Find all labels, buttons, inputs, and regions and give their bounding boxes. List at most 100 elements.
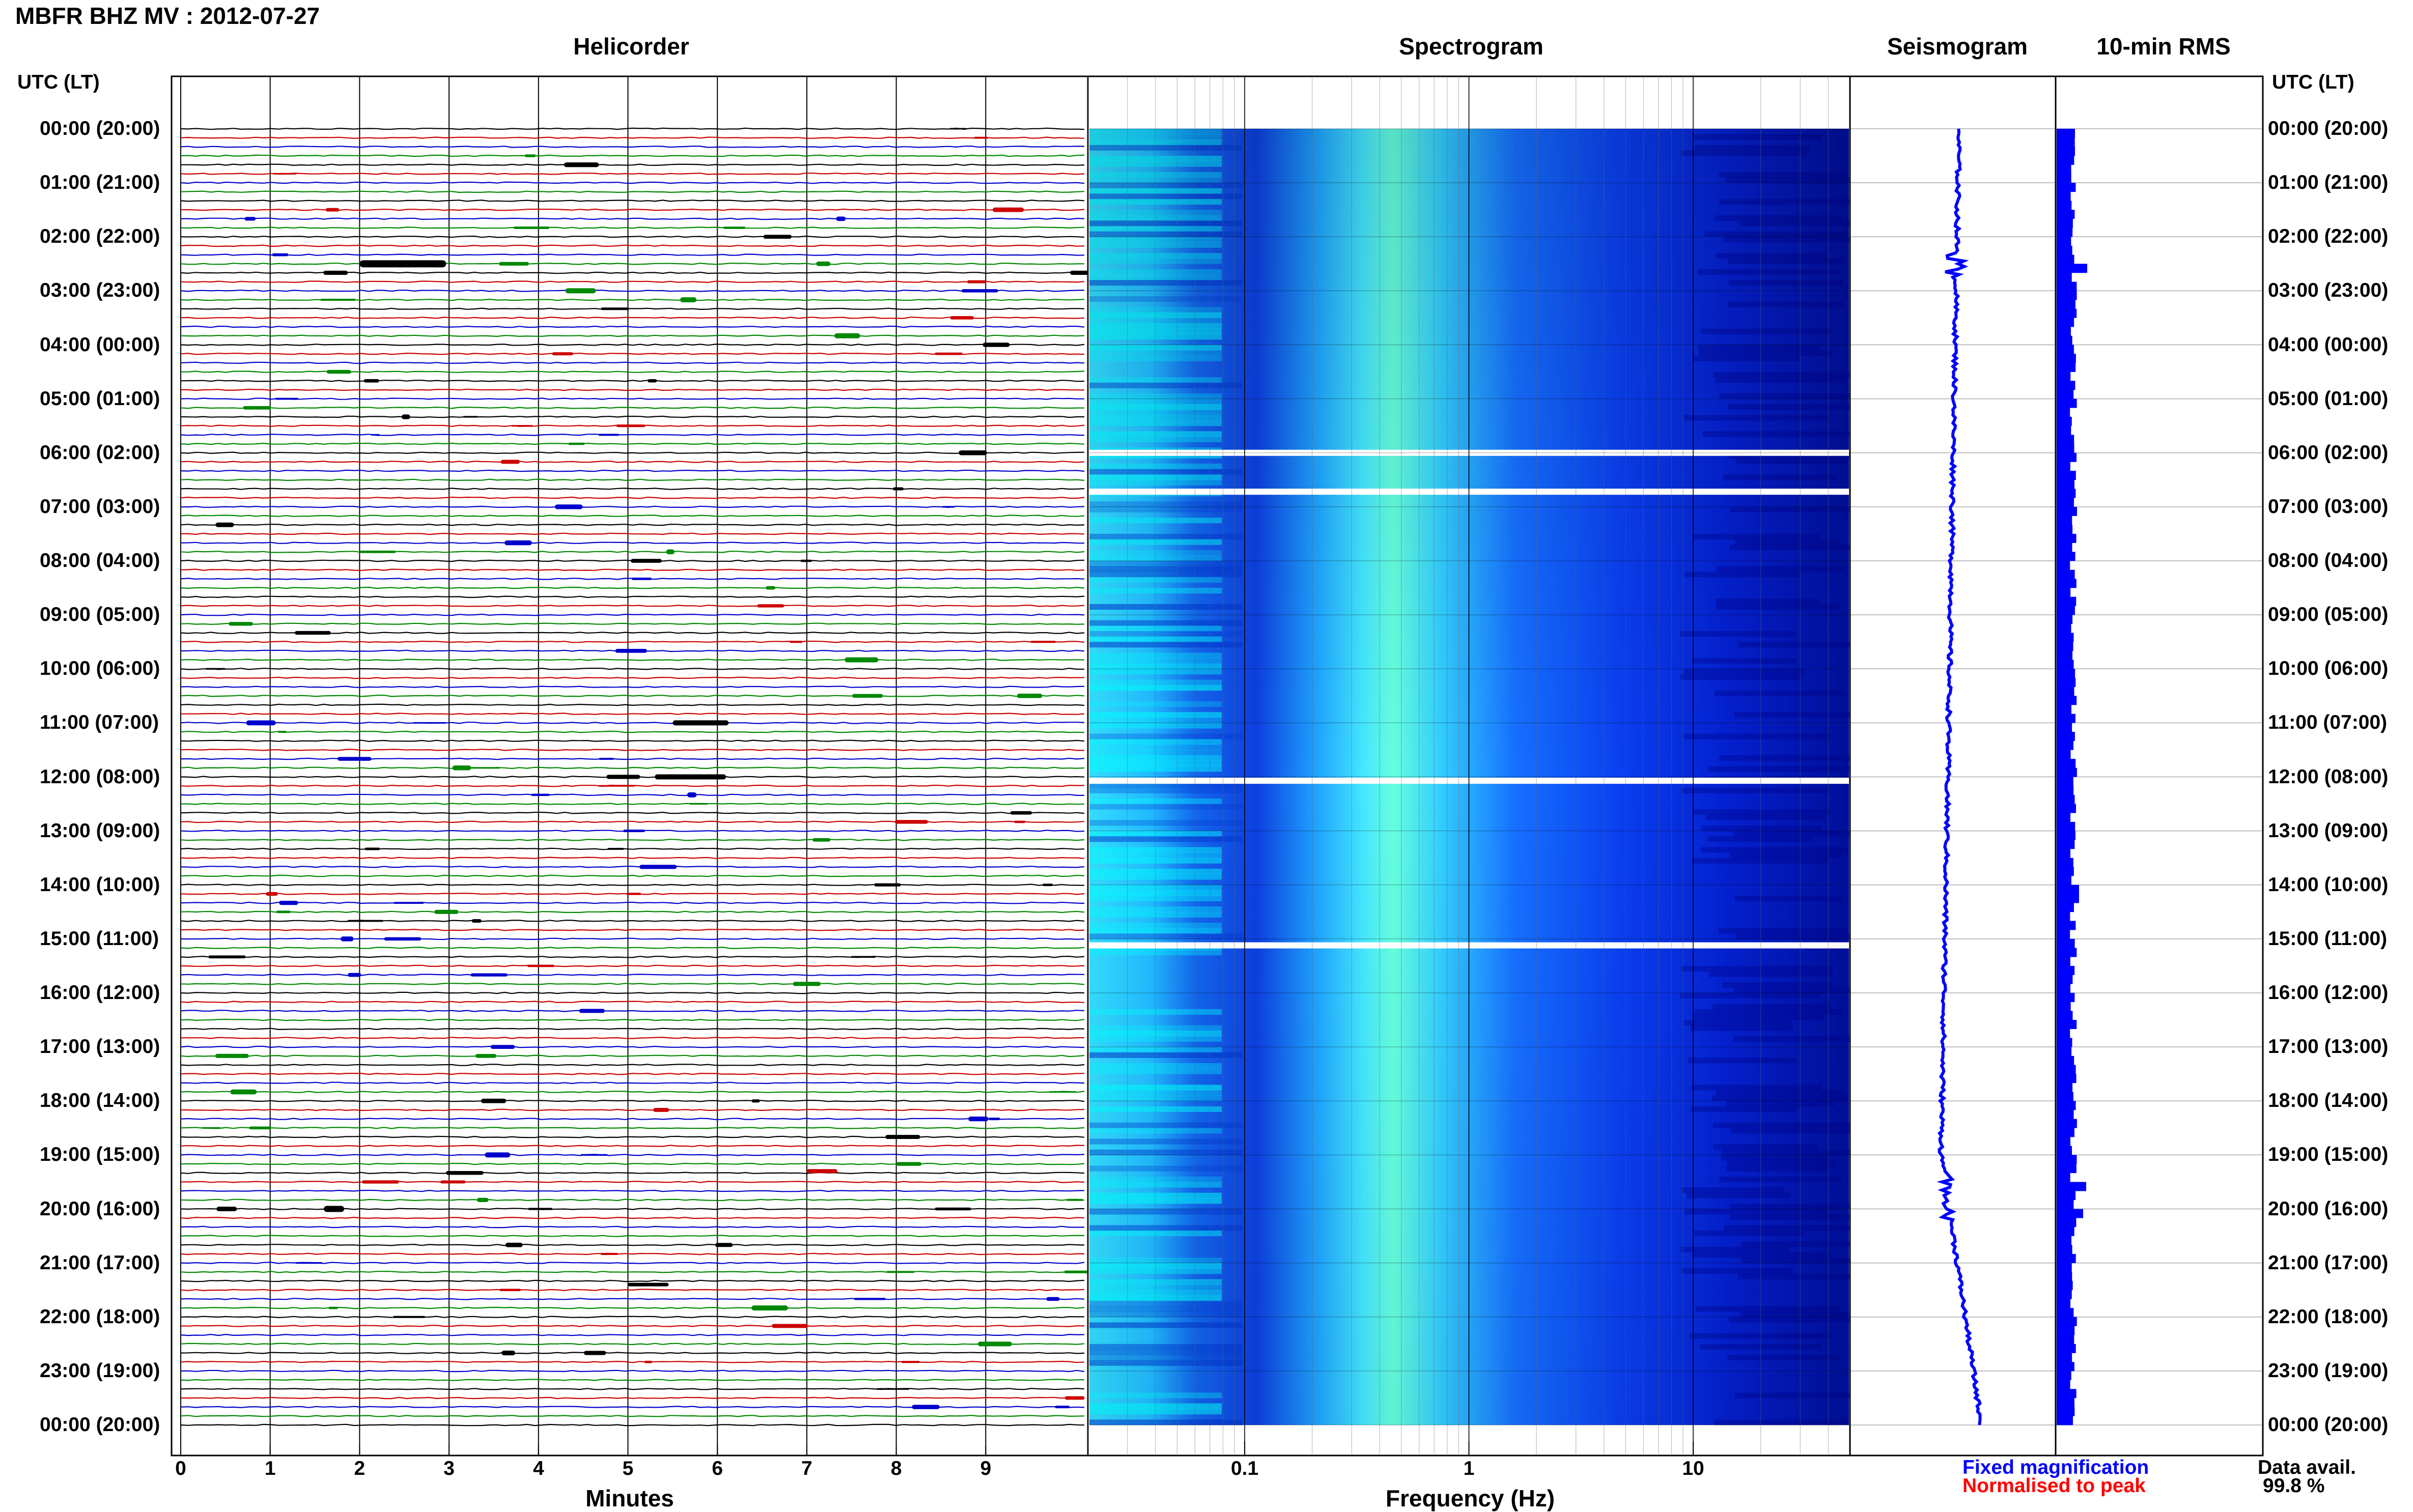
minutes-axis-ticks [180, 1445, 987, 1456]
helicorder-trace [180, 613, 1085, 616]
rms-bar [2057, 1038, 2072, 1047]
rms-bar [2057, 489, 2076, 498]
helicorder-event [598, 785, 635, 787]
helicorder-trace [180, 253, 1085, 256]
time-label-left: 17:00 (13:00) [40, 1036, 160, 1058]
rms-bar [2057, 1326, 2075, 1335]
helicorder-event [639, 865, 677, 869]
helicorder-trace [180, 226, 1085, 229]
helicorder-event [501, 1350, 516, 1356]
helicorder-event [1064, 1396, 1085, 1400]
helicorder-trace [180, 955, 1085, 958]
helicorder-event [243, 406, 271, 410]
rms-frame [2055, 75, 2264, 1457]
seismogram-hour-grid [1851, 128, 2055, 1425]
helicorder-trace [180, 181, 1085, 184]
utc-header-left: UTC (LT) [17, 71, 100, 93]
time-label-left: 14:00 (10:00) [40, 873, 160, 896]
rms-bar [2057, 687, 2074, 696]
rms-bar [2057, 300, 2075, 309]
helicorder-trace [180, 488, 1085, 490]
helicorder-event [885, 1135, 920, 1139]
helicorder-event [723, 226, 746, 229]
helicorder-event [836, 216, 846, 221]
helicorder-trace [180, 217, 1085, 220]
rms-bar [2057, 1397, 2074, 1407]
time-label-right: 03:00 (23:00) [2268, 279, 2389, 302]
helicorder-trace [180, 352, 1085, 355]
helicorder-trace [180, 703, 1085, 706]
rms-bar [2057, 147, 2075, 156]
rms-bar [2057, 804, 2076, 813]
helicorder-trace [180, 901, 1085, 904]
helicorder-event [812, 838, 831, 842]
rms-bar [2057, 867, 2074, 876]
frequency-axis-title: Frequency (Hz) [1385, 1485, 1555, 1511]
helicorder-event [893, 487, 904, 491]
helicorder-event [1017, 693, 1043, 698]
minute-tick-label: 5 [622, 1458, 634, 1479]
helicorder-trace [180, 1379, 1085, 1381]
helicorder-event [583, 1351, 606, 1355]
helicorder-event [715, 1243, 733, 1247]
rms-bar [2057, 1281, 2073, 1290]
rms-bar [2057, 903, 2074, 912]
helicorder-trace [180, 199, 1085, 202]
helicorder-trace [180, 937, 1085, 940]
rms-bar [2057, 227, 2073, 237]
rms-bar [2057, 606, 2075, 615]
rms-bar [2057, 1236, 2072, 1245]
helicorder-trace [180, 469, 1085, 472]
helicorder-trace [180, 523, 1085, 526]
helicorder-event [341, 936, 354, 942]
helicorder-event [295, 631, 331, 635]
minute-tick-label: 2 [354, 1458, 366, 1479]
helicorder-event [644, 1360, 653, 1363]
time-label-left: 09:00 (05:00) [40, 604, 160, 626]
helicorder-event [653, 1108, 669, 1112]
rms-bar [2057, 740, 2074, 750]
helicorder-event [215, 1053, 249, 1058]
helicorder-event [772, 1324, 808, 1328]
helicorder-trace [180, 1108, 1085, 1111]
rms-bar [2057, 642, 2073, 651]
helicorder-event [362, 1180, 399, 1184]
minute-tick-label: 4 [532, 1458, 544, 1479]
time-label-left: 06:00 (02:00) [40, 441, 160, 464]
helicorder-event [623, 830, 646, 833]
helicorder-event [325, 208, 340, 212]
helicorder-event [845, 657, 879, 663]
helicorder-event [524, 154, 536, 157]
rms-bar [2057, 948, 2077, 957]
helicorder-trace [180, 1199, 1085, 1202]
helicorder-event [851, 956, 876, 958]
helicorder-event [894, 820, 928, 824]
helicorder-event [806, 1169, 837, 1174]
helicorder-event [598, 434, 620, 436]
helicorder-event [278, 731, 287, 733]
time-label-left: 22:00 (18:00) [40, 1305, 160, 1328]
helicorder-event [579, 1009, 605, 1013]
helicorder-trace [180, 190, 1085, 193]
helicorder-trace [180, 1001, 1085, 1004]
helicorder-trace [180, 622, 1085, 625]
rms-bar [2057, 452, 2077, 462]
rms-bar [2057, 552, 2075, 561]
helicorder-event [275, 397, 299, 400]
helicorder-trace [180, 1333, 1085, 1336]
helicorder-trace [180, 334, 1085, 337]
time-label-right: 04:00 (00:00) [2268, 333, 2389, 356]
helicorder-event [1055, 1406, 1070, 1409]
helicorder-event [463, 416, 478, 418]
helicorder-event [988, 1118, 1000, 1121]
helicorder-event [481, 1098, 507, 1103]
helicorder-trace [180, 1414, 1085, 1417]
minute-tick-label: 1 [264, 1458, 276, 1479]
helicorder-trace [180, 928, 1085, 931]
rms-bar [2057, 1380, 2070, 1389]
time-label-left: 18:00 (14:00) [40, 1090, 160, 1112]
helicorder-event [886, 1271, 914, 1273]
helicorder-event [359, 260, 446, 268]
helicorder-trace [180, 920, 1085, 922]
frequency-tick-label: 10 [1682, 1458, 1704, 1479]
